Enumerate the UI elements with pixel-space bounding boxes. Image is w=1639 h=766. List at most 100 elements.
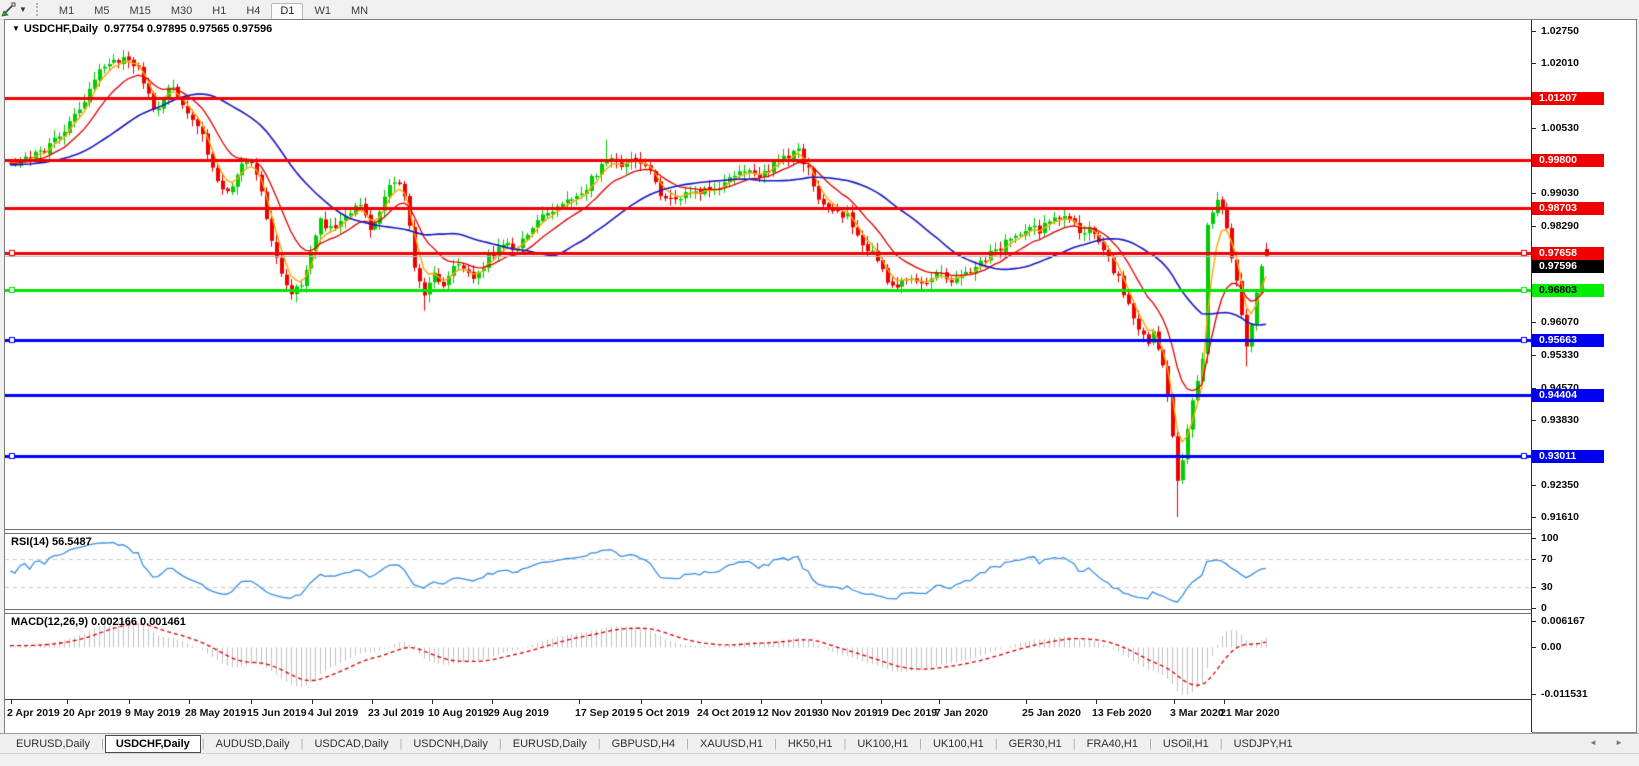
chart-tab-eurusd-daily[interactable]: EURUSD,Daily [16, 738, 90, 750]
timeframe-button-h1[interactable]: H1 [212, 4, 227, 17]
time-axis-tick [1026, 700, 1027, 704]
chart-tab-usdcad-daily[interactable]: USDCAD,Daily [314, 738, 389, 750]
rsi-pane[interactable]: RSI(14) 56.5487 [5, 534, 1532, 609]
price-axis-tick [1532, 63, 1536, 64]
chart-tab-fra40-h1[interactable]: FRA40,H1 [1086, 738, 1138, 750]
chart-tab-uk100-h1[interactable]: UK100,H1 [857, 738, 909, 750]
chart-title: ▼ USDCHF,Daily 0.97754 0.97895 0.97565 0.… [12, 23, 272, 35]
time-axis-label: 2 Apr 2019 [7, 707, 60, 719]
rsi-axis-label: 30 [1541, 581, 1553, 593]
tab-separator: | [843, 738, 847, 750]
time-axis-tick [251, 700, 252, 704]
level-price-box: 0.95663 [1532, 334, 1604, 347]
timeframe-button-w1[interactable]: W1 [314, 4, 331, 17]
timeframe-button-m1[interactable]: M1 [58, 4, 75, 17]
chart-tab-gbpusd-h4[interactable]: GBPUSD,H4 [611, 738, 676, 750]
price-axis-tick [1532, 388, 1536, 389]
timeframe-button-m5[interactable]: M5 [94, 4, 110, 17]
top-toolbar: ▼ M1 M5 M15 M30 H1 H4 D1 W1 MN [0, 0, 1639, 20]
price-axis-tick [1532, 226, 1536, 227]
collapse-arrow-icon[interactable]: ▼ [12, 24, 20, 33]
timeframe-button-h4[interactable]: H4 [246, 4, 261, 17]
chart-tab-usdcnh-daily[interactable]: USDCNH,Daily [413, 738, 488, 750]
price-axis-label: 0.98290 [1541, 220, 1579, 232]
tab-separator: | [994, 738, 998, 750]
tab-scroll-arrows[interactable]: ◄ ► [1588, 738, 1631, 747]
chart-tab-ger30-h1[interactable]: GER30,H1 [1008, 738, 1062, 750]
time-axis-tick [641, 700, 642, 704]
chart-tab-xauusd-h1[interactable]: XAUUSD,H1 [700, 738, 763, 750]
status-strip [0, 753, 1639, 766]
time-axis-label: 25 Jan 2020 [1022, 707, 1081, 719]
chart-tab-usdjpy-h1[interactable]: USDJPY,H1 [1233, 738, 1293, 750]
rsi-axis-label: 70 [1541, 553, 1553, 565]
rsi-axis-label: 0 [1541, 602, 1547, 614]
macd-canvas[interactable] [5, 614, 1532, 699]
plot-column: ▼ USDCHF,Daily 0.97754 0.97895 0.97565 0.… [5, 20, 1532, 733]
time-axis-label: 5 Oct 2019 [637, 707, 690, 719]
tab-separator: | [498, 738, 502, 750]
time-axis-label: 19 Dec 2019 [877, 707, 938, 719]
draw-tool-icon[interactable] [1, 2, 17, 17]
candlestick-canvas[interactable] [5, 20, 1532, 531]
pane-splitter-macd[interactable] [5, 609, 1532, 614]
timeframe-button-m30[interactable]: M30 [170, 4, 193, 17]
macd-pane[interactable]: MACD(12,26,9) 0.002166 0.001461 [5, 614, 1532, 699]
price-axis-label: 1.02010 [1541, 57, 1579, 69]
chart-tab-usoil-h1[interactable]: USOil,H1 [1162, 738, 1209, 750]
price-axis-tick [1532, 193, 1536, 194]
time-axis-tick [432, 700, 433, 704]
time-axis-label: 10 Aug 2019 [428, 707, 489, 719]
tab-separator: | [773, 738, 777, 750]
rsi-axis-tick [1532, 559, 1536, 560]
current-price-box: 0.97596 [1532, 260, 1604, 273]
timeframe-button-m15[interactable]: M15 [129, 4, 151, 17]
time-axis-tick [312, 700, 313, 704]
dropdown-arrow-icon[interactable]: ▼ [19, 5, 27, 14]
price-axis[interactable]: 1.02750 1.02010 1.00530 0.99030 0.98290 0.960… [1531, 20, 1636, 732]
chart-tab-uk100-h1[interactable]: UK100,H1 [932, 738, 984, 750]
price-axis-tick [1532, 517, 1536, 518]
chart-title-symbol: USDCHF,Daily [23, 23, 98, 35]
timeframe-button-mn[interactable]: MN [350, 4, 369, 17]
rsi-canvas[interactable] [5, 534, 1532, 609]
rsi-axis-tick [1532, 587, 1536, 588]
pane-splitter-rsi[interactable] [5, 529, 1532, 534]
price-axis-label: 0.92350 [1541, 479, 1579, 491]
price-axis-label: 0.95330 [1541, 349, 1579, 361]
time-axis-label: 17 Sep 2019 [575, 707, 636, 719]
timeframe-toolbar: M1 M5 M15 M30 H1 H4 D1 W1 MN [49, 1, 378, 20]
level-price-box: 0.97658 [1532, 247, 1604, 260]
time-axis-tick [189, 700, 190, 704]
time-axis-label: 20 Apr 2019 [63, 707, 122, 719]
price-axis-tick [1532, 322, 1536, 323]
time-axis-label: 21 Mar 2020 [1220, 707, 1280, 719]
level-price-box: 1.01207 [1532, 92, 1604, 105]
level-price-box: 0.94404 [1532, 389, 1604, 402]
time-axis-label: 29 Aug 2019 [488, 707, 549, 719]
level-price-box: 0.98703 [1532, 202, 1604, 215]
macd-axis-tick [1532, 621, 1536, 622]
main-chart-pane[interactable]: ▼ USDCHF,Daily 0.97754 0.97895 0.97565 0.… [5, 20, 1532, 531]
chart-title-ohlc: 0.97754 0.97895 0.97565 0.97596 [104, 23, 273, 35]
chart-tab-hk50-h1[interactable]: HK50,H1 [787, 738, 833, 750]
time-axis-label: 9 May 2019 [125, 707, 181, 719]
time-axis[interactable]: 2 Apr 2019 20 Apr 2019 9 May 2019 28 May 20… [5, 699, 1532, 733]
time-axis-label: 12 Nov 2019 [757, 707, 818, 719]
time-axis-tick [1174, 700, 1175, 704]
chart-tab-eurusd-daily[interactable]: EURUSD,Daily [512, 738, 587, 750]
time-axis-label: 13 Feb 2020 [1092, 707, 1152, 719]
price-axis-tick [1532, 355, 1536, 356]
chart-tab-bar: EURUSD,Daily | USDCHF,Daily | AUDUSD,Daily | U… [0, 733, 1639, 754]
price-axis-tick [1532, 420, 1536, 421]
price-axis-label: 0.94570 [1541, 382, 1579, 394]
chart-tab-audusd-daily[interactable]: AUDUSD,Daily [215, 738, 290, 750]
tab-separator: | [919, 738, 922, 750]
timeframe-button-d1[interactable]: D1 [271, 2, 304, 20]
chart-window: ▼ USDCHF,Daily 0.97754 0.97895 0.97565 0.… [4, 19, 1637, 733]
chart-tab-usdchf-daily[interactable]: USDCHF,Daily [104, 735, 201, 753]
rsi-axis-tick [1532, 538, 1536, 539]
time-axis-tick [67, 700, 68, 704]
price-axis-label: 1.00530 [1541, 122, 1579, 134]
macd-axis-label: 0.006167 [1541, 615, 1585, 627]
